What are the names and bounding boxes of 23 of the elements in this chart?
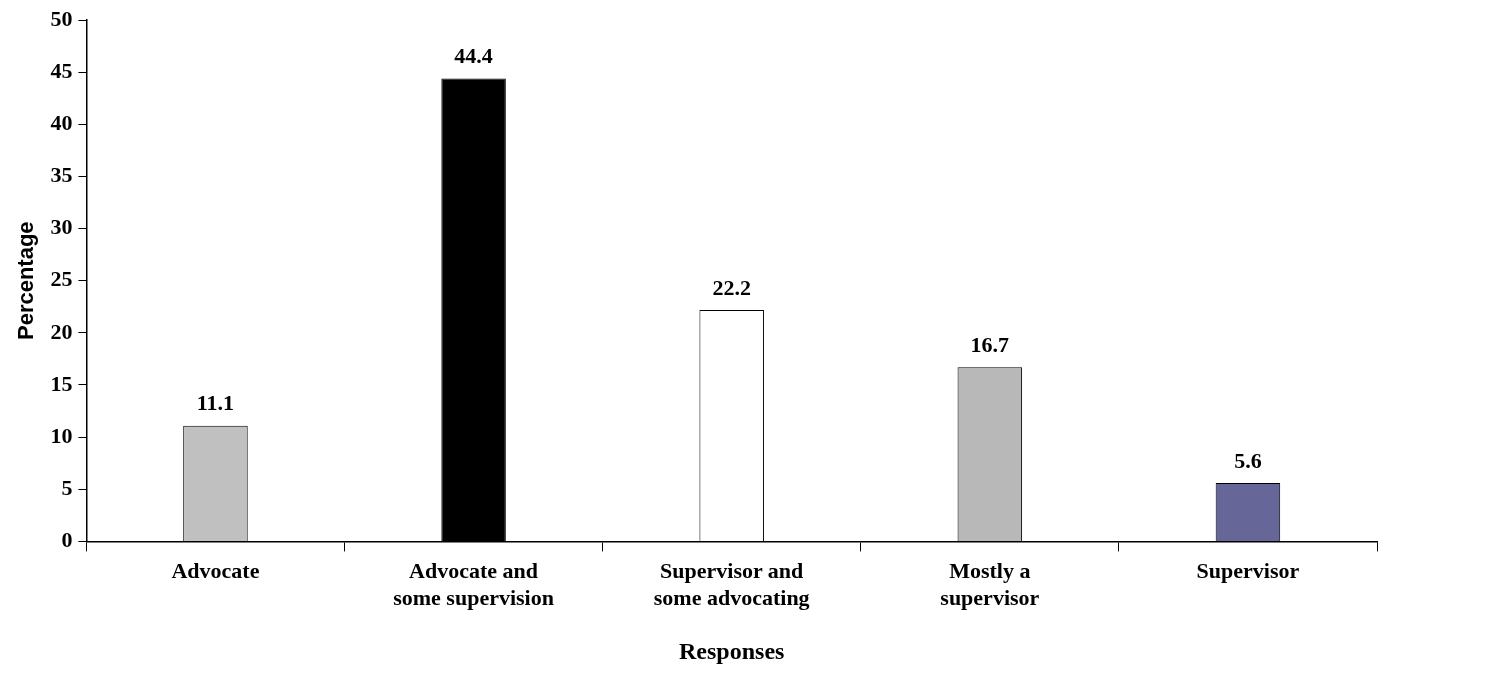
y-tick-label: 0 [61, 527, 73, 553]
data-label: 11.1 [196, 390, 235, 416]
y-tick-label: 40 [50, 109, 73, 135]
data-label: 22.2 [712, 274, 751, 300]
y-axis-title: Percentage [13, 221, 39, 341]
x-tick-label: Advocate [171, 558, 260, 584]
y-tick-label: 25 [50, 266, 73, 292]
x-tick-label: Mostly a supervisor [940, 558, 1040, 610]
y-tick-label: 30 [50, 214, 73, 240]
x-axis-title: Responses [679, 637, 785, 664]
data-label: 5.6 [1234, 447, 1262, 473]
y-tick-label: 15 [50, 370, 73, 396]
y-tick-label: 10 [50, 422, 73, 448]
y-tick-label: 35 [50, 162, 73, 188]
y-tick-label: 45 [50, 57, 73, 83]
x-tick-label: Supervisor [1196, 558, 1300, 584]
data-label: 16.7 [970, 331, 1010, 357]
y-tick-label: 50 [50, 5, 73, 31]
x-tick-label: Supervisor and some advocating [653, 558, 810, 610]
y-tick-label: 5 [61, 474, 73, 500]
y-tick-label: 20 [50, 318, 73, 344]
x-tick-label: Advocate and some supervision [393, 558, 554, 610]
data-label: 44.4 [454, 43, 493, 69]
